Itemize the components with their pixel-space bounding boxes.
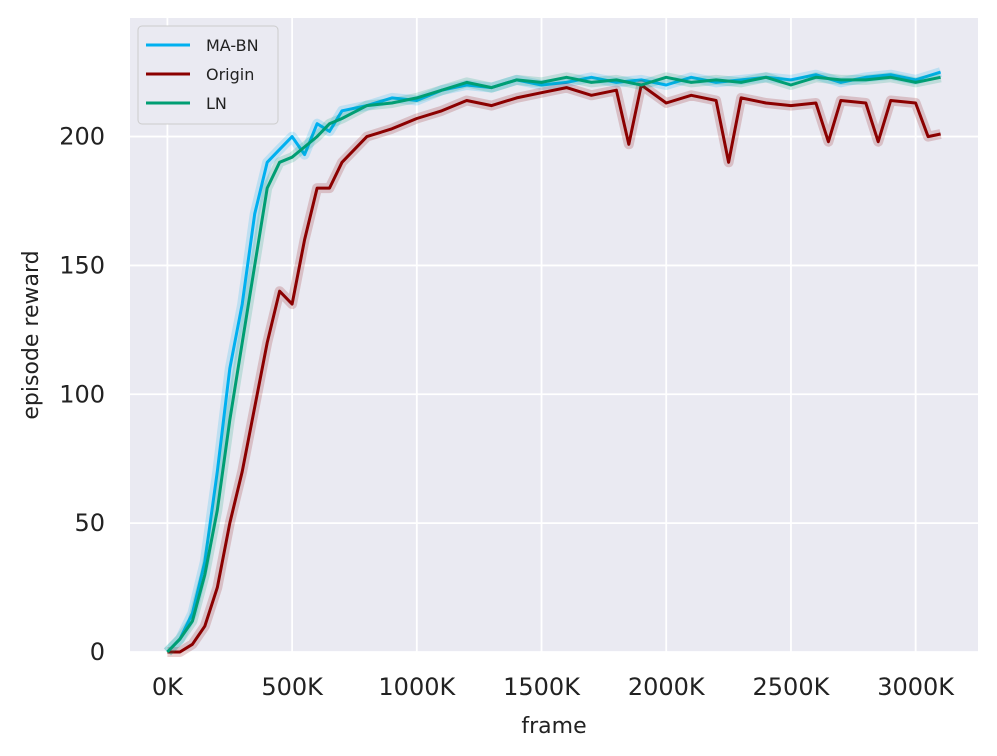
y-axis-label: episode reward [19,250,44,419]
tick-labels: 0K 500K 1000K 1500K 2000K 2500K 3000K 0 50 100 150… [59,123,955,701]
series-layer [163,67,943,657]
grid [130,18,978,653]
legend: MA-BN Origin LN [137,25,279,125]
x-tick-label: 3000K [877,673,955,701]
y-tick-label: 0 [90,638,105,666]
y-tick-label: 150 [59,251,105,279]
series-line-origin [167,83,941,654]
series-line-ma-bn [166,70,942,654]
y-tick-label: 100 [59,380,105,408]
x-tick-label: 0K [152,673,184,701]
y-tick-label: 50 [74,509,105,537]
x-tick-label: 1000K [378,673,456,701]
y-tick-label: 200 [59,123,105,151]
x-tick-label: 500K [261,673,324,701]
x-axis-label: frame [521,714,586,739]
legend-box [137,25,279,125]
series-line-ln [166,75,941,654]
x-tick-label: 2000K [628,673,706,701]
legend-label-ma-bn: MA-BN [206,36,259,55]
x-tick-label: 2500K [753,673,831,701]
legend-label-ln: LN [206,94,227,113]
x-tick-label: 1500K [503,673,581,701]
legend-label-origin: Origin [206,65,254,84]
